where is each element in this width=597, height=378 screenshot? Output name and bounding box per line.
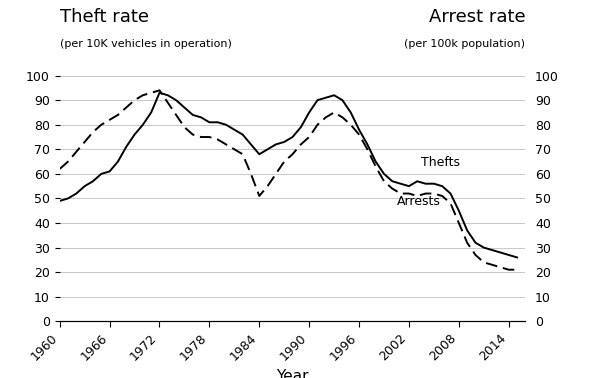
Text: Arrests: Arrests [396,195,441,208]
Text: Thefts: Thefts [421,156,460,169]
Text: (per 10K vehicles in operation): (per 10K vehicles in operation) [60,39,232,49]
Text: Arrest rate: Arrest rate [429,8,525,26]
Text: (per 100k population): (per 100k population) [404,39,525,49]
X-axis label: Year: Year [276,369,309,378]
Text: Theft rate: Theft rate [60,8,149,26]
